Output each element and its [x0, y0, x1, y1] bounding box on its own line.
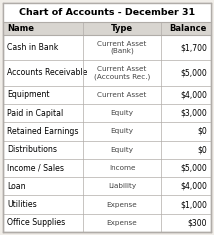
Text: Equity: Equity: [111, 128, 134, 134]
Text: Cash in Bank: Cash in Bank: [7, 43, 58, 52]
Text: $300: $300: [187, 218, 207, 227]
Text: $0: $0: [197, 145, 207, 154]
Text: Expense: Expense: [107, 220, 137, 226]
Text: Current Asset
(Bank): Current Asset (Bank): [97, 41, 147, 55]
Text: Liability: Liability: [108, 183, 136, 189]
Text: $5,000: $5,000: [180, 164, 207, 172]
Text: Paid in Capital: Paid in Capital: [7, 109, 63, 118]
Text: Equity: Equity: [111, 147, 134, 153]
Text: $1,000: $1,000: [180, 200, 207, 209]
Text: $4,000: $4,000: [180, 90, 207, 99]
Text: Chart of Accounts - December 31: Chart of Accounts - December 31: [19, 8, 195, 17]
Text: Office Supplies: Office Supplies: [7, 218, 65, 227]
Text: Income / Sales: Income / Sales: [7, 164, 64, 172]
Text: Balance: Balance: [170, 24, 207, 33]
Text: $3,000: $3,000: [180, 109, 207, 118]
Text: Type: Type: [111, 24, 133, 33]
Text: Loan: Loan: [7, 182, 26, 191]
Text: $1,700: $1,700: [180, 43, 207, 52]
Text: $5,000: $5,000: [180, 68, 207, 78]
Text: Equity: Equity: [111, 110, 134, 116]
Bar: [3, 22, 211, 35]
Text: Distributions: Distributions: [7, 145, 57, 154]
Text: Current Asset
(Accounts Rec.): Current Asset (Accounts Rec.): [94, 66, 150, 80]
Bar: [3, 3, 211, 22]
Text: Equipment: Equipment: [7, 90, 49, 99]
Text: Accounts Receivable: Accounts Receivable: [7, 68, 87, 78]
Text: Name: Name: [7, 24, 34, 33]
Text: Current Asset: Current Asset: [97, 92, 147, 98]
Text: $0: $0: [197, 127, 207, 136]
Text: Retained Earnings: Retained Earnings: [7, 127, 79, 136]
Text: $4,000: $4,000: [180, 182, 207, 191]
Text: Utilities: Utilities: [7, 200, 37, 209]
Text: Income: Income: [109, 165, 135, 171]
Text: Expense: Expense: [107, 202, 137, 208]
